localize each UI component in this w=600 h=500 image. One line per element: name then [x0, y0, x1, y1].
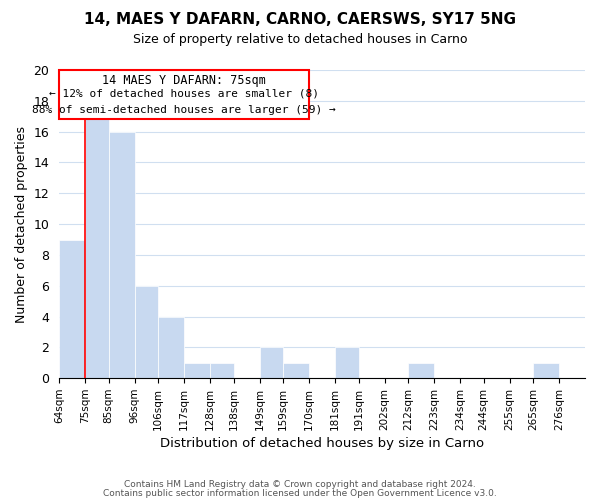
Bar — [59, 70, 309, 119]
Bar — [210, 363, 233, 378]
Bar — [134, 286, 158, 378]
Text: 14 MAES Y DAFARN: 75sqm: 14 MAES Y DAFARN: 75sqm — [102, 74, 266, 86]
Bar — [85, 116, 109, 378]
Text: Size of property relative to detached houses in Carno: Size of property relative to detached ho… — [133, 32, 467, 46]
Bar — [533, 363, 559, 378]
Bar — [158, 316, 184, 378]
Text: ← 12% of detached houses are smaller (8): ← 12% of detached houses are smaller (8) — [49, 89, 319, 99]
Bar — [283, 363, 309, 378]
Y-axis label: Number of detached properties: Number of detached properties — [15, 126, 28, 322]
Bar — [335, 348, 359, 378]
Text: Contains HM Land Registry data © Crown copyright and database right 2024.: Contains HM Land Registry data © Crown c… — [124, 480, 476, 489]
Bar — [59, 240, 85, 378]
Text: 88% of semi-detached houses are larger (59) →: 88% of semi-detached houses are larger (… — [32, 105, 336, 115]
Text: 14, MAES Y DAFARN, CARNO, CAERSWS, SY17 5NG: 14, MAES Y DAFARN, CARNO, CAERSWS, SY17 … — [84, 12, 516, 28]
X-axis label: Distribution of detached houses by size in Carno: Distribution of detached houses by size … — [160, 437, 484, 450]
Text: Contains public sector information licensed under the Open Government Licence v3: Contains public sector information licen… — [103, 488, 497, 498]
Bar — [109, 132, 134, 378]
Bar — [184, 363, 210, 378]
Bar — [408, 363, 434, 378]
Bar — [260, 348, 283, 378]
